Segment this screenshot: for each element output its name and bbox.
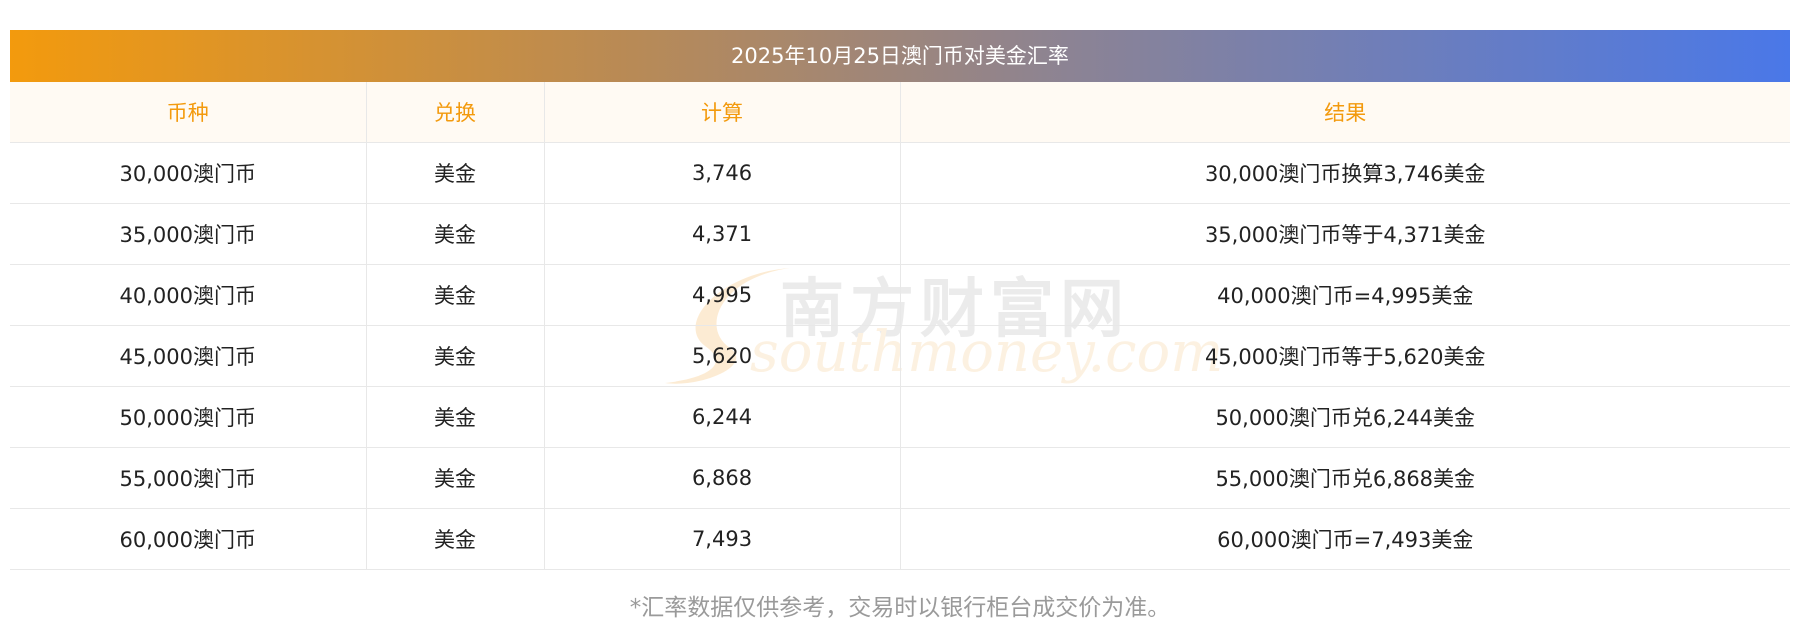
- cell-target: 美金: [366, 142, 545, 204]
- cell-currency: 55,000澳门币: [10, 447, 367, 509]
- cell-target: 美金: [366, 447, 545, 509]
- table-row: 60,000澳门币 美金 7,493 60,000澳门币=7,493美金: [10, 508, 1790, 570]
- cell-result: 45,000澳门币等于5,620美金: [900, 325, 1790, 387]
- table-row: 50,000澳门币 美金 6,244 50,000澳门币兑6,244美金: [10, 386, 1790, 448]
- cell-target: 美金: [366, 508, 545, 570]
- cell-calc: 6,868: [544, 447, 901, 509]
- table-title: 2025年10月25日澳门币对美金汇率: [10, 30, 1790, 82]
- cell-calc: 6,244: [544, 386, 901, 448]
- cell-target: 美金: [366, 203, 545, 265]
- cell-result: 55,000澳门币兑6,868美金: [900, 447, 1790, 509]
- cell-currency: 60,000澳门币: [10, 508, 367, 570]
- cell-currency: 40,000澳门币: [10, 264, 367, 326]
- cell-target: 美金: [366, 325, 545, 387]
- exchange-rate-table: 币种 兑换 计算 结果 30,000澳门币 美金 3,746 30,000澳门币…: [10, 82, 1790, 570]
- header-result: 结果: [900, 82, 1790, 143]
- cell-result: 50,000澳门币兑6,244美金: [900, 386, 1790, 448]
- cell-result: 30,000澳门币换算3,746美金: [900, 142, 1790, 204]
- cell-result: 35,000澳门币等于4,371美金: [900, 203, 1790, 265]
- cell-result: 60,000澳门币=7,493美金: [900, 508, 1790, 570]
- cell-calc: 5,620: [544, 325, 901, 387]
- cell-calc: 4,371: [544, 203, 901, 265]
- table-row: 40,000澳门币 美金 4,995 40,000澳门币=4,995美金: [10, 264, 1790, 326]
- cell-currency: 50,000澳门币: [10, 386, 367, 448]
- table-row: 35,000澳门币 美金 4,371 35,000澳门币等于4,371美金: [10, 203, 1790, 265]
- table-row: 55,000澳门币 美金 6,868 55,000澳门币兑6,868美金: [10, 447, 1790, 509]
- header-exchange: 兑换: [366, 82, 545, 143]
- cell-target: 美金: [366, 386, 545, 448]
- header-row: 币种 兑换 计算 结果: [10, 82, 1790, 143]
- cell-calc: 4,995: [544, 264, 901, 326]
- header-currency: 币种: [10, 82, 367, 143]
- cell-currency: 30,000澳门币: [10, 142, 367, 204]
- cell-target: 美金: [366, 264, 545, 326]
- disclaimer-note: *汇率数据仅供参考，交易时以银行柜台成交价为准。: [629, 595, 1171, 621]
- table-row: 45,000澳门币 美金 5,620 45,000澳门币等于5,620美金: [10, 325, 1790, 387]
- cell-calc: 7,493: [544, 508, 901, 570]
- cell-calc: 3,746: [544, 142, 901, 204]
- cell-currency: 35,000澳门币: [10, 203, 367, 265]
- cell-currency: 45,000澳门币: [10, 325, 367, 387]
- cell-result: 40,000澳门币=4,995美金: [900, 264, 1790, 326]
- rate-table-container: 2025年10月25日澳门币对美金汇率 币种 兑换 计算 结果 30,000澳门…: [10, 30, 1790, 570]
- header-calc: 计算: [544, 82, 901, 143]
- table-row: 30,000澳门币 美金 3,746 30,000澳门币换算3,746美金: [10, 142, 1790, 204]
